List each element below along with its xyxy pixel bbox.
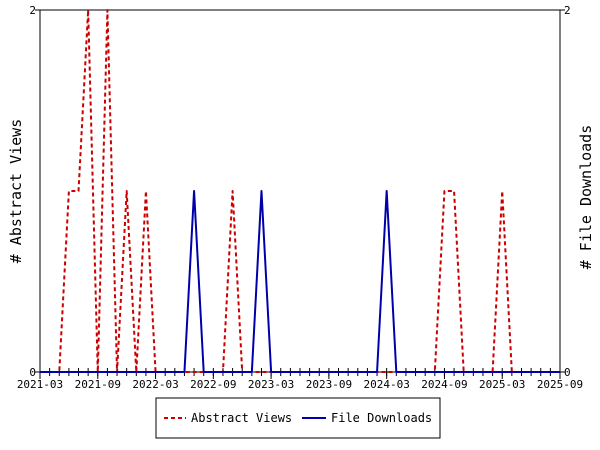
- axis-ticks: 2021-03 2021-09 2022-03 2022-09 2023-03 2023-…: [17, 4, 583, 391]
- x-tick-label: 2022-09: [190, 378, 236, 391]
- y-left-tick-label: 2: [29, 4, 36, 17]
- series-lines: [40, 9, 560, 373]
- x-tick-label: 2021-03: [17, 378, 63, 391]
- y-axis-right-title: # File Downloads: [577, 125, 595, 270]
- x-tick-label: 2023-09: [306, 378, 352, 391]
- series-line-file-downloads: [40, 190, 560, 373]
- y-right-tick-label: 2: [564, 4, 571, 17]
- y-right-tick-label: 0: [564, 366, 571, 379]
- y-left-tick-label: 0: [29, 366, 36, 379]
- legend-label-file-downloads: File Downloads: [331, 411, 432, 425]
- x-tick-label: 2023-03: [248, 378, 294, 391]
- x-tick-label: 2024-03: [363, 378, 409, 391]
- x-tick-label: 2025-09: [537, 378, 583, 391]
- y-axis-left-title: # Abstract Views: [7, 119, 25, 264]
- x-tick-label: 2022-03: [132, 378, 178, 391]
- plot-area: [39, 9, 561, 373]
- legend-label-abstract-views: Abstract Views: [191, 411, 292, 425]
- x-tick-label: 2025-03: [479, 378, 525, 391]
- legend: Abstract Views File Downloads: [155, 397, 441, 439]
- legend-box: [155, 397, 441, 439]
- axis-labels: # Abstract Views # File Downloads: [7, 119, 595, 270]
- x-tick-label: 2021-09: [75, 378, 121, 391]
- x-tick-label: 2024-09: [421, 378, 467, 391]
